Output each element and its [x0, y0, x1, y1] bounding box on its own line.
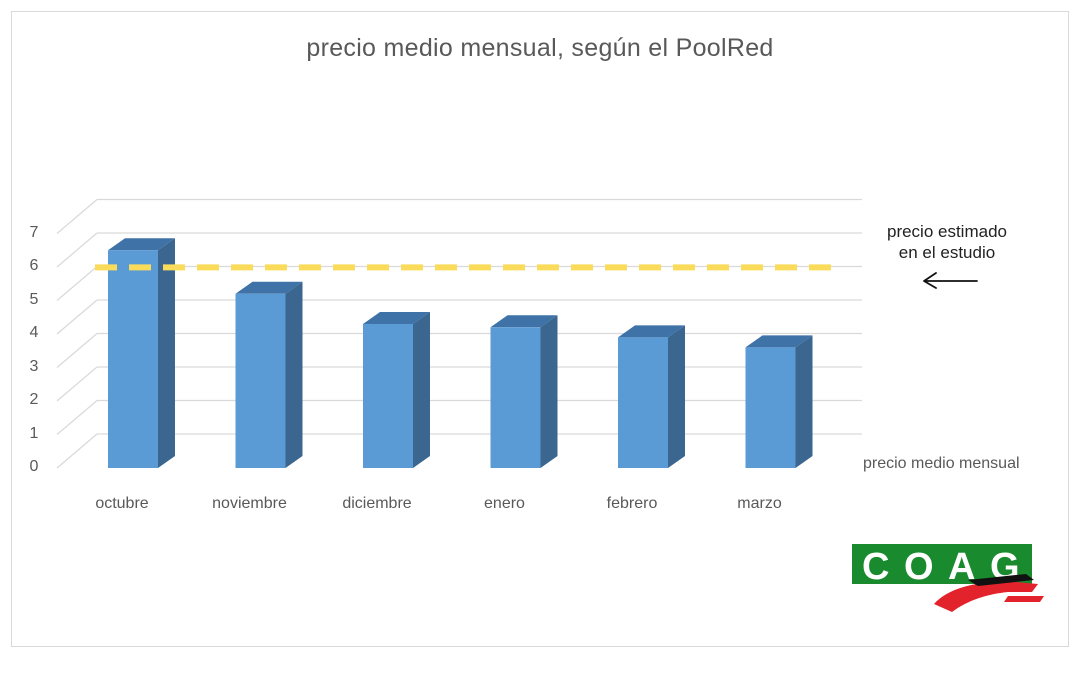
bar-side — [158, 238, 175, 468]
bar-side — [795, 335, 813, 468]
bar-side — [413, 311, 430, 468]
gridline-diagonal — [56, 266, 98, 301]
bar — [235, 293, 286, 468]
chart-title: precio medio mensual, según el PoolRed — [306, 34, 774, 62]
y-tick-label: 3 — [29, 357, 39, 375]
x-tick-label: diciembre — [342, 495, 412, 512]
svg-text:C: C — [862, 546, 889, 588]
coag-logo: C O A G — [852, 544, 1044, 612]
gridline-diagonal — [56, 433, 98, 469]
gridline-diagonal — [56, 232, 98, 268]
bar — [618, 337, 668, 468]
bar-side — [540, 315, 558, 468]
bar-side — [285, 281, 303, 468]
gridline-diagonal — [56, 333, 98, 368]
bar — [490, 327, 541, 468]
y-tick-label: 1 — [29, 424, 39, 442]
svg-text:O: O — [904, 546, 934, 588]
y-tick-label: 7 — [29, 223, 39, 241]
arrow-left-icon — [923, 272, 978, 289]
bar — [745, 347, 796, 468]
gridline-diagonal — [56, 400, 98, 435]
legend-entry: precio medio mensual — [863, 455, 1020, 472]
bar-top — [363, 311, 430, 324]
x-tick-label: febrero — [606, 495, 658, 512]
gridline-diagonal — [56, 299, 98, 335]
bar-top — [108, 238, 175, 251]
y-tick-label: 4 — [29, 324, 39, 341]
bar-top — [745, 335, 813, 348]
bar-top — [235, 281, 303, 294]
gridline-diagonal — [56, 199, 98, 234]
y-tick-label: 5 — [29, 290, 39, 308]
gridline-diagonal — [56, 366, 98, 402]
x-tick-label: octubre — [95, 495, 149, 512]
y-tick-label: 6 — [29, 257, 39, 274]
bar-top — [618, 325, 685, 338]
x-tick-label: marzo — [737, 495, 782, 512]
x-tick-label: noviembre — [212, 495, 287, 512]
bar — [363, 323, 413, 468]
reference-line-label: precio estimado en el estudio — [886, 222, 1007, 262]
bar-side — [668, 325, 685, 468]
x-tick-label: enero — [484, 495, 525, 512]
bar-top — [490, 315, 558, 328]
y-tick-label: 0 — [29, 458, 39, 475]
y-tick-label: 2 — [29, 391, 39, 408]
bar — [108, 250, 158, 468]
